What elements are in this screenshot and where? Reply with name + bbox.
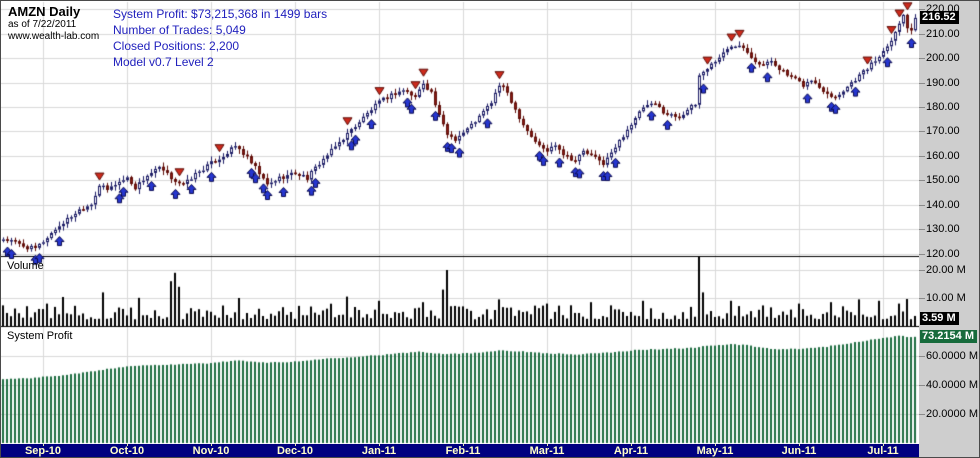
volume-axis-label: 10.00 M xyxy=(926,292,966,304)
axis-tick-mark xyxy=(919,34,925,35)
date-axis-label: Apr-11 xyxy=(613,445,649,457)
date-tick-mark xyxy=(715,444,716,446)
price-axis-label: 200.00 xyxy=(926,52,960,64)
axis-tick-mark xyxy=(919,229,925,230)
price-axis-label: 170.00 xyxy=(926,125,960,137)
price-axis-label: 150.00 xyxy=(926,174,960,186)
date-tick-mark xyxy=(379,444,380,446)
chart-header: AMZN Daily as of 7/22/2011 www.wealth-la… xyxy=(8,4,99,43)
axis-tick-mark xyxy=(919,270,925,271)
date-axis-label: Jun-11 xyxy=(781,445,817,457)
axis-tick-mark xyxy=(919,83,925,84)
price-axis-label: 140.00 xyxy=(926,199,960,211)
date-tick-mark xyxy=(799,444,800,446)
axis-tick-mark xyxy=(919,385,925,386)
date-tick-mark xyxy=(211,444,212,446)
profit-axis-label: 60.0000 M xyxy=(926,350,978,362)
axis-tick-mark xyxy=(919,58,925,59)
axis-tick-mark xyxy=(919,9,925,10)
summary-line-profit: System Profit: $73,215,368 in 1499 bars xyxy=(113,7,328,21)
profit-panel-label: System Profit xyxy=(7,330,73,342)
date-axis-label: Jul-11 xyxy=(867,445,899,457)
date-axis-label: Jan-11 xyxy=(361,445,397,457)
last-volume-badge: 3.59 M xyxy=(920,312,959,325)
axis-tick-mark xyxy=(919,254,925,255)
axis-tick-mark xyxy=(919,107,925,108)
axis-tick-mark xyxy=(919,298,925,299)
axis-tick-mark xyxy=(919,205,925,206)
summary-line-trades: Number of Trades: 5,049 xyxy=(113,23,246,37)
summary-line-positions: Closed Positions: 2,200 xyxy=(113,39,240,53)
price-axis-label: 220.00 xyxy=(926,3,960,15)
date-tick-mark xyxy=(463,444,464,446)
website-label: www.wealth-lab.com xyxy=(8,31,100,42)
value-axis-gutter xyxy=(919,1,979,457)
profit-axis-label: 20.0000 M xyxy=(926,408,978,420)
system-summary: System Profit: $73,215,368 in 1499 bars … xyxy=(113,6,327,70)
axis-tick-mark xyxy=(919,131,925,132)
profit-axis-label: 40.0000 M xyxy=(926,379,978,391)
summary-line-model: Model v0.7 Level 2 xyxy=(113,55,214,69)
axis-tick-mark xyxy=(919,414,925,415)
date-tick-mark xyxy=(631,444,632,446)
date-tick-mark xyxy=(127,444,128,446)
date-axis: Sep-10 Oct-10 Nov-10 Dec-10 Jan-11 Feb-11 Mar-… xyxy=(1,444,919,457)
date-tick-mark xyxy=(883,444,884,446)
date-axis-label: Sep-10 xyxy=(24,445,62,457)
chart-canvas[interactable] xyxy=(1,1,919,444)
date-axis-label: Nov-10 xyxy=(192,445,230,457)
date-axis-label: Feb-11 xyxy=(445,445,481,457)
price-axis-label: 120.00 xyxy=(926,248,960,260)
axis-tick-mark xyxy=(919,156,925,157)
price-axis-label: 210.00 xyxy=(926,28,960,40)
last-price-badge: 216.52 xyxy=(920,11,959,24)
price-axis-label: 190.00 xyxy=(926,77,960,89)
axis-tick-mark xyxy=(919,180,925,181)
symbol-title: AMZN Daily xyxy=(8,4,81,19)
date-tick-mark xyxy=(295,444,296,446)
date-tick-mark xyxy=(43,444,44,446)
date-tick-mark xyxy=(547,444,548,446)
price-axis-label: 160.00 xyxy=(926,150,960,162)
axis-tick-mark xyxy=(919,356,925,357)
volume-axis-label: 20.00 M xyxy=(926,264,966,276)
date-axis-label: Mar-11 xyxy=(529,445,565,457)
volume-panel-label: Volume xyxy=(7,260,44,272)
date-axis-label: May-11 xyxy=(696,445,734,457)
price-axis-label: 180.00 xyxy=(926,101,960,113)
last-profit-badge: 73.2154 M xyxy=(920,330,977,343)
price-axis-label: 130.00 xyxy=(926,223,960,235)
date-axis-label: Dec-10 xyxy=(276,445,314,457)
date-axis-label: Oct-10 xyxy=(109,445,145,457)
as-of-date: as of 7/22/2011 xyxy=(8,19,77,30)
